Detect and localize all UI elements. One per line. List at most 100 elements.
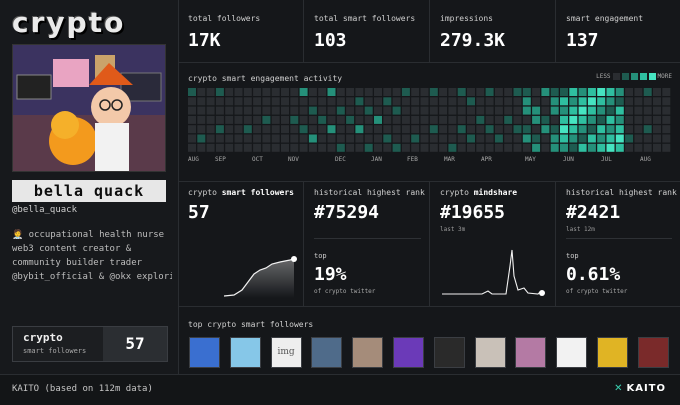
heatmap-cell bbox=[243, 143, 252, 152]
heatmap-cell bbox=[383, 115, 392, 124]
heatmap-cell bbox=[253, 97, 262, 106]
heatmap-cell bbox=[392, 125, 401, 134]
heatmap-cell bbox=[253, 125, 262, 134]
heatmap-cell bbox=[457, 88, 466, 96]
month-label: JUN bbox=[563, 156, 574, 163]
panel-label: historical highest rank bbox=[314, 188, 425, 197]
heatmap-cell bbox=[197, 143, 206, 152]
anime-avatar[interactable] bbox=[474, 337, 506, 368]
heatmap-cell bbox=[401, 115, 410, 124]
heatmap-cell bbox=[587, 88, 596, 96]
heatmap-cell bbox=[494, 143, 503, 152]
purple-eye-avatar[interactable] bbox=[393, 337, 424, 368]
heatmap-cell bbox=[327, 88, 336, 96]
legend-more-label: MORE bbox=[657, 73, 672, 80]
heatmap-cell bbox=[262, 106, 271, 115]
heatmap-cell bbox=[420, 97, 429, 106]
woman-photo-avatar[interactable] bbox=[352, 337, 384, 368]
heatmap-cell bbox=[364, 88, 373, 96]
heatmap-cell bbox=[281, 143, 289, 152]
heatmap-cell bbox=[262, 88, 271, 96]
heatmap-cell bbox=[308, 106, 317, 115]
heatmap-cell bbox=[615, 134, 624, 143]
bio-line: web3 content creator & bbox=[12, 244, 132, 254]
heatmap-cell bbox=[476, 143, 485, 152]
heatmap-cell bbox=[606, 88, 615, 96]
heatmap-cell bbox=[625, 88, 634, 96]
heatmap-cell bbox=[513, 115, 522, 124]
month-label: MAR bbox=[444, 156, 455, 163]
heatmap-cell bbox=[532, 88, 541, 96]
heatmap-cell bbox=[504, 97, 513, 106]
heatmap-cell bbox=[327, 97, 336, 106]
heatmap-cell bbox=[476, 106, 485, 115]
heatmap-cell bbox=[374, 115, 382, 124]
heatmap-cell bbox=[215, 143, 224, 152]
man-photo-avatar[interactable] bbox=[311, 337, 343, 368]
dark-hat-avatar[interactable] bbox=[433, 337, 465, 368]
heatmap-cell bbox=[625, 115, 634, 124]
mindshare-sparkline bbox=[442, 249, 545, 296]
heatmap-cell bbox=[271, 143, 280, 152]
heatmap-cell bbox=[569, 134, 578, 143]
pink-creature-avatar[interactable] bbox=[515, 337, 547, 368]
heatmap-cell bbox=[625, 143, 634, 152]
kaito-mark-icon: ✕ bbox=[614, 383, 624, 394]
heatmap-cell bbox=[448, 115, 457, 124]
activity-legend: LESS MORE bbox=[596, 73, 672, 80]
heatmap-cell bbox=[587, 97, 596, 106]
heatmap-cell bbox=[327, 134, 336, 143]
heatmap-cell bbox=[299, 106, 308, 115]
heatmap-cell bbox=[206, 125, 215, 134]
red-creature-avatar[interactable] bbox=[637, 337, 669, 368]
heatmap-cell bbox=[188, 143, 196, 152]
heatmap-cell bbox=[578, 134, 587, 143]
heatmap-cell bbox=[290, 97, 299, 106]
heatmap-cell bbox=[374, 88, 382, 96]
heatmap-cell bbox=[615, 143, 624, 152]
heatmap-cell bbox=[597, 125, 606, 134]
sketch-avatar[interactable] bbox=[556, 337, 588, 368]
heatmap-cell bbox=[494, 125, 503, 134]
heatmap-cell bbox=[290, 88, 299, 96]
yellow-pixel-avatar[interactable] bbox=[597, 337, 628, 368]
robot-blue-avatar[interactable] bbox=[189, 337, 220, 368]
heatmap-cell bbox=[346, 97, 355, 106]
heatmap-cell bbox=[494, 97, 503, 106]
heatmap-cell bbox=[569, 88, 578, 96]
legend-swatch bbox=[648, 73, 656, 80]
heatmap-cell bbox=[606, 106, 615, 115]
heatmap-cell bbox=[597, 134, 606, 143]
panel-historical-rank-12m: historical highest rank #2421 last 12m t… bbox=[556, 182, 680, 307]
profile-handle[interactable]: @bella_quack bbox=[12, 205, 78, 215]
heatmap-cell bbox=[587, 106, 596, 115]
heatmap-cell bbox=[550, 88, 559, 96]
heatmap-cell bbox=[262, 115, 271, 124]
stat-value: 103 bbox=[314, 30, 347, 51]
heatmap-cell bbox=[392, 115, 401, 124]
profile-sidebar: crypto bella quack @bella_quack 🧑‍⚕️ bbox=[0, 0, 179, 374]
heatmap-cell bbox=[355, 97, 364, 106]
heatmap-cell bbox=[392, 106, 401, 115]
heatmap-cell bbox=[504, 88, 513, 96]
divider bbox=[566, 238, 672, 239]
heatmap-cell bbox=[643, 134, 652, 143]
heatmap-cell bbox=[336, 125, 345, 134]
heatmap-cell bbox=[243, 115, 252, 124]
heatmap-cell bbox=[355, 115, 364, 124]
heatmap-cell bbox=[504, 106, 513, 115]
img-placeholder[interactable]: img bbox=[270, 337, 302, 368]
top-label: top bbox=[566, 252, 579, 260]
month-label: JAN bbox=[371, 156, 382, 163]
panel-label: crypto mindshare bbox=[440, 188, 518, 197]
heatmap-cell bbox=[234, 97, 243, 106]
heatmap-cell bbox=[587, 125, 596, 134]
heatmap-cell bbox=[429, 115, 438, 124]
heatmap-cell bbox=[188, 115, 196, 124]
ape-avatar[interactable] bbox=[229, 337, 261, 368]
heatmap-cell bbox=[653, 134, 661, 143]
heatmap-cell bbox=[439, 88, 448, 96]
heatmap-cell bbox=[411, 106, 420, 115]
heatmap-cell bbox=[541, 97, 550, 106]
heatmap-cell bbox=[494, 134, 503, 143]
